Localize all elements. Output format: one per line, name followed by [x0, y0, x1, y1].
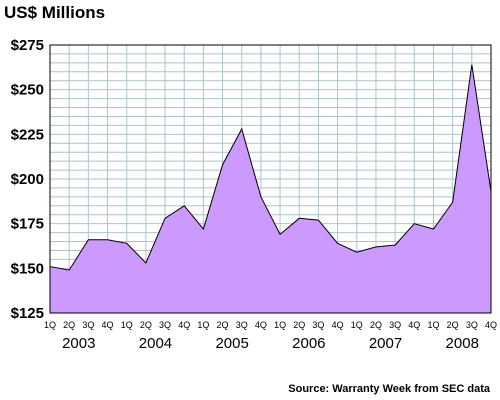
year-label: 2007	[369, 335, 402, 352]
quarter-label: 4Q	[178, 320, 190, 330]
quarter-label: 1Q	[197, 320, 209, 330]
quarter-labels: 1Q 2Q 3Q 4Q 1Q 2Q 3Q 4Q 1Q 2Q 3Q 4Q 1Q 2Q 3Q 4Q 1Q 2Q 3Q 4Q…	[44, 320, 497, 330]
year-labels: 2003 2004 2005 2006 2007 2008	[62, 335, 479, 352]
y-tick-label: $225	[11, 126, 44, 143]
quarter-label: 3Q	[312, 320, 324, 330]
quarter-label: 3Q	[82, 320, 94, 330]
year-label: 2005	[215, 335, 248, 352]
quarter-label: 2Q	[370, 320, 382, 330]
y-tick-label: $250	[11, 82, 44, 99]
quarter-label: 2Q	[447, 320, 459, 330]
quarter-label: 1Q	[274, 320, 286, 330]
source-note: Source: Warranty Week from SEC data	[288, 383, 491, 395]
quarter-label: 4Q	[255, 320, 267, 330]
quarter-label: 2Q	[217, 320, 229, 330]
year-label: 2006	[292, 335, 325, 352]
y-tick-label: $150	[11, 260, 44, 277]
quarter-label: 1Q	[351, 320, 363, 330]
quarter-label: 3Q	[159, 320, 171, 330]
quarter-label: 3Q	[236, 320, 248, 330]
y-tick-label: $125	[11, 305, 44, 322]
y-tick-label: $175	[11, 216, 44, 233]
y-tick-label: $200	[11, 171, 44, 188]
quarter-label: 4Q	[332, 320, 344, 330]
quarter-label: 4Q	[408, 320, 420, 330]
quarter-label: 2Q	[293, 320, 305, 330]
year-label: 2008	[446, 335, 479, 352]
quarter-label: 1Q	[44, 320, 56, 330]
area-series	[49, 64, 492, 314]
quarter-label: 2Q	[140, 320, 152, 330]
quarter-label: 4Q	[102, 320, 114, 330]
plot-frame	[49, 44, 492, 314]
year-label: 2003	[62, 335, 95, 352]
quarter-label: 2Q	[63, 320, 75, 330]
quarter-label: 1Q	[121, 320, 133, 330]
quarter-label: 3Q	[466, 320, 478, 330]
year-label: 2004	[139, 335, 172, 352]
chart-title: US$ Millions	[4, 3, 105, 22]
y-axis-ticks: $125 $150 $175 $200 $225 $250 $275	[11, 37, 44, 322]
quarter-label: 4Q	[485, 320, 497, 330]
y-tick-label: $275	[11, 37, 44, 54]
quarter-label: 3Q	[389, 320, 401, 330]
quarter-label: 1Q	[427, 320, 439, 330]
